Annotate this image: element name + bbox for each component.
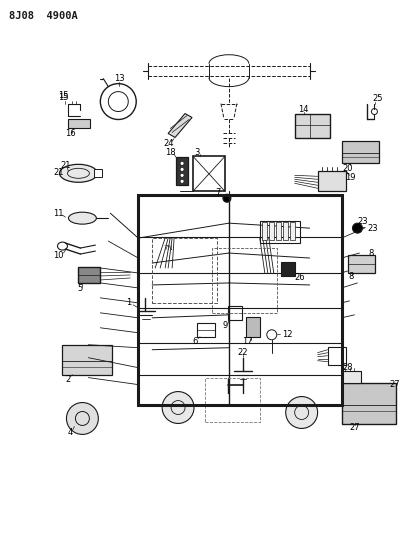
Text: 5: 5 — [78, 285, 83, 294]
Bar — [283, 222, 288, 240]
Text: 6: 6 — [193, 337, 198, 346]
Bar — [212, 248, 277, 313]
Bar — [341, 141, 379, 163]
Text: 23: 23 — [368, 224, 378, 232]
Circle shape — [180, 167, 184, 171]
Bar — [228, 306, 242, 320]
Text: 1: 1 — [126, 298, 131, 308]
Text: 7: 7 — [215, 188, 221, 197]
Bar — [290, 222, 295, 240]
Bar — [348, 255, 375, 273]
Text: 19: 19 — [345, 173, 356, 182]
Text: 14: 14 — [298, 105, 309, 114]
Ellipse shape — [68, 212, 96, 224]
Bar — [197, 323, 215, 337]
Bar — [281, 262, 295, 276]
Circle shape — [180, 161, 184, 165]
Text: 10: 10 — [53, 251, 64, 260]
Text: 20: 20 — [342, 164, 353, 173]
Bar — [138, 195, 341, 405]
Bar — [260, 221, 300, 243]
Text: 23: 23 — [357, 216, 368, 225]
Text: 2: 2 — [66, 375, 71, 384]
Bar — [176, 157, 188, 185]
Bar — [94, 169, 102, 177]
Text: 7N: 7N — [163, 245, 173, 251]
Bar — [295, 114, 330, 139]
Bar — [269, 222, 274, 240]
Circle shape — [286, 397, 317, 429]
Text: 17: 17 — [243, 337, 253, 346]
Text: 25: 25 — [372, 94, 383, 103]
Bar — [246, 317, 260, 337]
Text: 12: 12 — [282, 330, 292, 340]
Bar — [317, 171, 346, 191]
Text: 27: 27 — [349, 423, 360, 432]
Text: 18: 18 — [165, 148, 175, 157]
Bar — [328, 347, 346, 365]
Bar — [276, 222, 281, 240]
Bar — [341, 383, 396, 424]
Circle shape — [180, 179, 184, 183]
Text: 8: 8 — [369, 248, 374, 257]
Text: 15: 15 — [58, 91, 69, 100]
Bar — [79, 267, 101, 283]
Text: 8J08  4900A: 8J08 4900A — [9, 11, 77, 21]
Text: 15: 15 — [58, 93, 69, 102]
Text: 11: 11 — [53, 209, 64, 217]
Bar — [152, 238, 217, 303]
Bar — [341, 370, 361, 383]
Text: 8: 8 — [349, 272, 354, 281]
Circle shape — [66, 402, 98, 434]
Polygon shape — [168, 114, 192, 138]
Text: 21: 21 — [60, 161, 71, 170]
Bar — [205, 377, 260, 423]
Text: 24: 24 — [164, 139, 174, 148]
Ellipse shape — [59, 164, 97, 182]
Text: 26: 26 — [295, 273, 305, 282]
Bar — [193, 156, 225, 191]
Bar — [262, 222, 267, 240]
Text: 9: 9 — [222, 321, 228, 330]
Text: 13: 13 — [114, 74, 125, 83]
Bar — [68, 118, 90, 128]
Circle shape — [162, 392, 194, 423]
Circle shape — [180, 173, 184, 177]
Bar — [63, 345, 112, 375]
Text: 4: 4 — [68, 428, 73, 437]
Text: 22: 22 — [238, 348, 248, 357]
Text: 21: 21 — [53, 168, 64, 177]
Text: 3: 3 — [194, 148, 200, 157]
Text: 28: 28 — [342, 363, 353, 372]
Circle shape — [352, 223, 363, 233]
Text: 27: 27 — [389, 380, 400, 389]
Circle shape — [223, 194, 231, 202]
Text: 16: 16 — [65, 129, 76, 138]
